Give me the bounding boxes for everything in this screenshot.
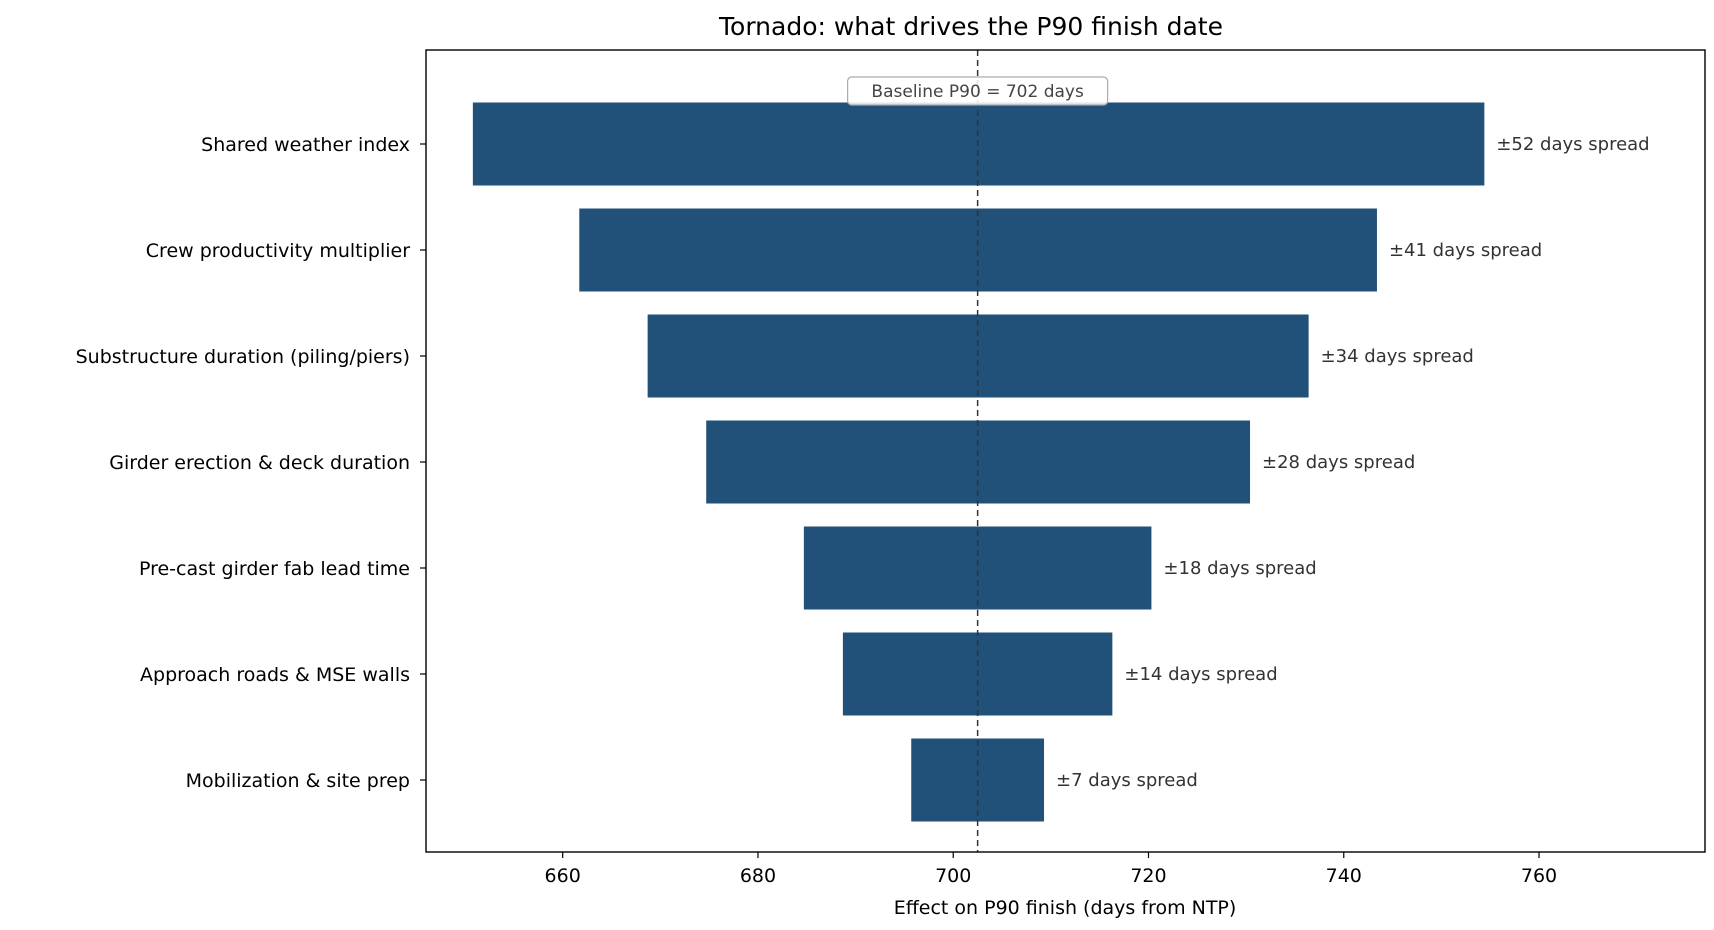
category-label: Crew productivity multiplier	[146, 240, 410, 262]
category-label: Girder erection & deck duration	[109, 452, 410, 474]
bar-spread-label: ±18 days spread	[1163, 558, 1316, 579]
category-label: Substructure duration (piling/piers)	[76, 346, 410, 368]
plot-area-frame	[425, 49, 1706, 853]
bar-spread-label: ±41 days spread	[1389, 240, 1542, 261]
bar-spread-label: ±52 days spread	[1496, 134, 1649, 155]
baseline-layer: Baseline P90 = 702 days	[847, 50, 1109, 852]
baseline-label: Baseline P90 = 702 days	[871, 82, 1084, 102]
bar	[472, 102, 1485, 186]
x-tick-label: 700	[935, 865, 971, 887]
x-axis: 660 680 700 720 740 760	[545, 852, 1557, 887]
category-label: Approach roads & MSE walls	[140, 664, 410, 686]
bar-spread-label: ±14 days spread	[1124, 664, 1277, 685]
x-tick-label: 720	[1130, 865, 1166, 887]
chart-title: Tornado: what drives the P90 finish date	[718, 12, 1223, 41]
baseline-label-box	[847, 76, 1109, 106]
x-tick-label: 680	[740, 865, 776, 887]
x-axis-label: Effect on P90 finish (days from NTP)	[894, 897, 1237, 919]
bar-spread-label: ±7 days spread	[1056, 770, 1198, 791]
bar	[803, 526, 1152, 610]
bar-spread-label: ±34 days spread	[1321, 346, 1474, 367]
category-labels-layer: Shared weather index Crew productivity mu…	[76, 134, 426, 792]
bar-labels-layer: ±52 days spread ±41 days spread ±34 days s…	[1056, 134, 1650, 791]
category-label: Pre-cast girder fab lead time	[139, 558, 410, 580]
x-tick-label: 660	[545, 865, 581, 887]
bar-spread-label: ±28 days spread	[1262, 452, 1415, 473]
category-label: Shared weather index	[201, 134, 410, 156]
x-tick-label: 740	[1326, 865, 1362, 887]
x-tick-label: 760	[1521, 865, 1557, 887]
category-label: Mobilization & site prep	[186, 770, 410, 792]
